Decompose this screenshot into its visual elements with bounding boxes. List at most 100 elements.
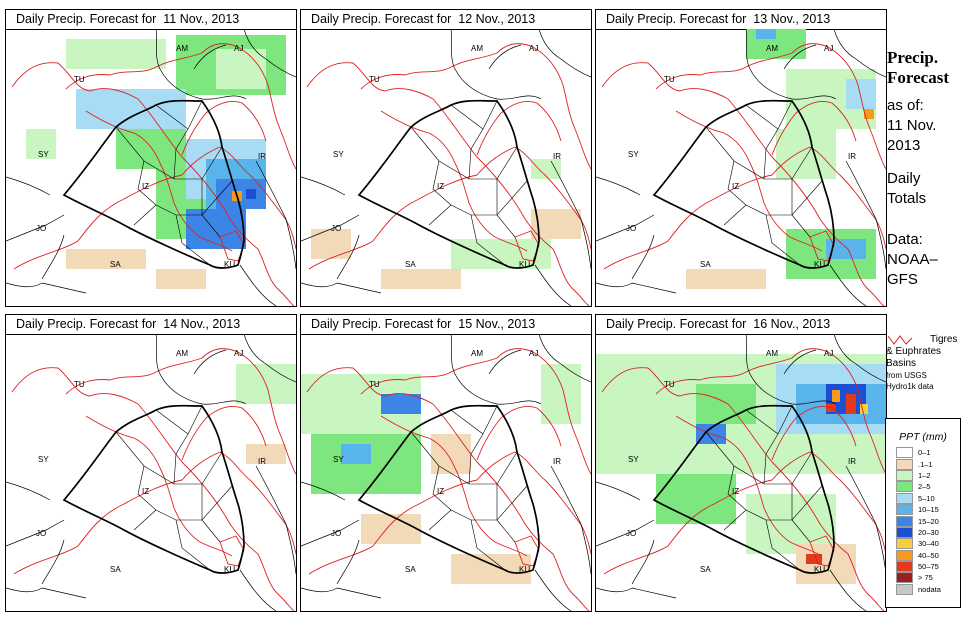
svg-text:TU: TU	[369, 75, 380, 84]
legend-swatch	[896, 447, 913, 459]
legend-label: 20–30	[918, 527, 939, 537]
legend-swatch	[896, 583, 913, 595]
panel-title: Daily Precip. Forecast for 15 Nov., 2013	[301, 315, 591, 335]
svg-text:AJ: AJ	[234, 349, 243, 358]
svg-text:SA: SA	[110, 565, 121, 574]
svg-text:TU: TU	[369, 380, 380, 389]
legend-label: 2–5	[918, 482, 931, 492]
legend-swatch	[896, 526, 913, 538]
legend-rows: 0–1.1–1 1–2 2–5 5–10 10–15 15–20 20–30 30–40 40–…	[886, 447, 960, 595]
forecast-panel-nov16: Daily Precip. Forecast for 16 Nov., 2013…	[595, 314, 887, 612]
svg-text:TU: TU	[664, 380, 675, 389]
precip-map: AM AJ TU SY IR IZ JO SA KU	[6, 29, 296, 306]
legend-label: nodata	[918, 584, 941, 594]
svg-text:IR: IR	[848, 152, 856, 161]
svg-text:KU: KU	[519, 260, 530, 269]
precip-cells	[236, 364, 296, 464]
legend-row: 2–5	[886, 481, 960, 493]
legend-label: > 75	[918, 573, 933, 583]
panel-title: Daily Precip. Forecast for 13 Nov., 2013	[596, 10, 886, 30]
precip-cells	[311, 159, 581, 289]
svg-text:IR: IR	[848, 457, 856, 466]
basin-legend: Tigres & Euphrates Basins from USGS Hydr…	[886, 334, 958, 391]
label-iz: IZ	[142, 182, 149, 191]
svg-text:SY: SY	[628, 150, 639, 159]
panel-title: Daily Precip. Forecast for 14 Nov., 2013	[6, 315, 296, 335]
forecast-panel-nov13: Daily Precip. Forecast for 13 Nov., 2013…	[595, 9, 887, 307]
svg-text:IZ: IZ	[732, 487, 739, 496]
svg-text:IZ: IZ	[437, 182, 444, 191]
precip-cells	[301, 364, 581, 584]
forecast-panel-nov15: Daily Precip. Forecast for 15 Nov., 2013…	[300, 314, 592, 612]
date-line1: 11 Nov.	[887, 117, 937, 134]
svg-text:AM: AM	[766, 349, 778, 358]
svg-text:IZ: IZ	[142, 487, 149, 496]
precip-map: AM AJ TU SY IR IZ JO SA KU	[596, 29, 886, 306]
svg-text:AM: AM	[766, 44, 778, 53]
legend-swatch	[896, 538, 913, 550]
forecast-panel-nov14: Daily Precip. Forecast for 14 Nov., 2013…	[5, 314, 297, 612]
legend-swatch	[896, 504, 913, 516]
svg-text:AM: AM	[176, 349, 188, 358]
legend-swatch	[896, 469, 913, 481]
svg-text:IR: IR	[553, 457, 561, 466]
svg-text:TU: TU	[74, 380, 85, 389]
svg-text:AJ: AJ	[529, 44, 538, 53]
forecast-panel-nov11: Daily Precip. Forecast for 11 Nov., 2013…	[5, 9, 297, 307]
legend-row: 5–10	[886, 492, 960, 504]
svg-text:JO: JO	[331, 224, 341, 233]
svg-text:SA: SA	[405, 565, 416, 574]
svg-text:SY: SY	[333, 455, 344, 464]
legend-label: .1–1	[918, 459, 933, 469]
precip-map: AM AJ TU SY IR IZ JO SA KU	[301, 29, 591, 306]
legend-row: 40–50	[886, 549, 960, 561]
svg-text:JO: JO	[331, 529, 341, 538]
side-title: Precip. Forecast	[887, 48, 949, 88]
legend-label: 1–2	[918, 470, 931, 480]
legend-swatch	[896, 572, 913, 584]
legend-swatch	[896, 492, 913, 504]
svg-text:KU: KU	[814, 260, 825, 269]
svg-text:SA: SA	[405, 260, 416, 269]
svg-text:SA: SA	[700, 260, 711, 269]
svg-text:SY: SY	[333, 150, 344, 159]
svg-text:AJ: AJ	[824, 44, 833, 53]
svg-text:SA: SA	[700, 565, 711, 574]
svg-text:JO: JO	[626, 224, 636, 233]
panel-title: Daily Precip. Forecast for 12 Nov., 2013	[301, 10, 591, 30]
legend-row: 10–15	[886, 504, 960, 516]
legend-swatch	[896, 561, 913, 573]
legend-swatch	[896, 458, 913, 470]
svg-text:IR: IR	[258, 457, 266, 466]
precip-cells	[26, 35, 286, 289]
svg-text:KU: KU	[519, 565, 530, 574]
legend-row: nodata	[886, 583, 960, 595]
ppt-legend: PPT (mm) 0–1.1–1 1–2 2–5 5–10 10–15 15–20 20–3…	[885, 418, 961, 608]
title-line1: Precip.	[887, 48, 939, 67]
svg-text:AJ: AJ	[824, 349, 833, 358]
legend-row: 0–1	[886, 447, 960, 459]
date-line2: 2013	[887, 137, 921, 154]
svg-text:IR: IR	[553, 152, 561, 161]
legend-label: 50–75	[918, 562, 939, 572]
label-tu: TU	[74, 75, 85, 84]
legend-label: 40–50	[918, 550, 939, 560]
svg-text:KU: KU	[814, 565, 825, 574]
panel-title: Daily Precip. Forecast for 11 Nov., 2013	[6, 10, 296, 30]
label-aj: AJ	[234, 44, 243, 53]
svg-text:AM: AM	[471, 349, 483, 358]
panel-title: Daily Precip. Forecast for 16 Nov., 2013	[596, 315, 886, 335]
title-line2: Forecast	[887, 68, 949, 87]
asof-label: as of:	[887, 97, 924, 114]
label-sa: SA	[110, 260, 121, 269]
label-am: AM	[176, 44, 188, 53]
label-ir: IR	[258, 152, 266, 161]
svg-text:IZ: IZ	[732, 182, 739, 191]
precip-map: AM AJ TU SY IR IZ JO SA KU	[6, 334, 296, 611]
asof-block: as of: 11 Nov. 2013	[887, 96, 936, 156]
legend-label: 10–15	[918, 505, 939, 515]
legend-label: 5–10	[918, 493, 935, 503]
svg-text:JO: JO	[626, 529, 636, 538]
legend-label: 30–40	[918, 539, 939, 549]
svg-text:TU: TU	[664, 75, 675, 84]
